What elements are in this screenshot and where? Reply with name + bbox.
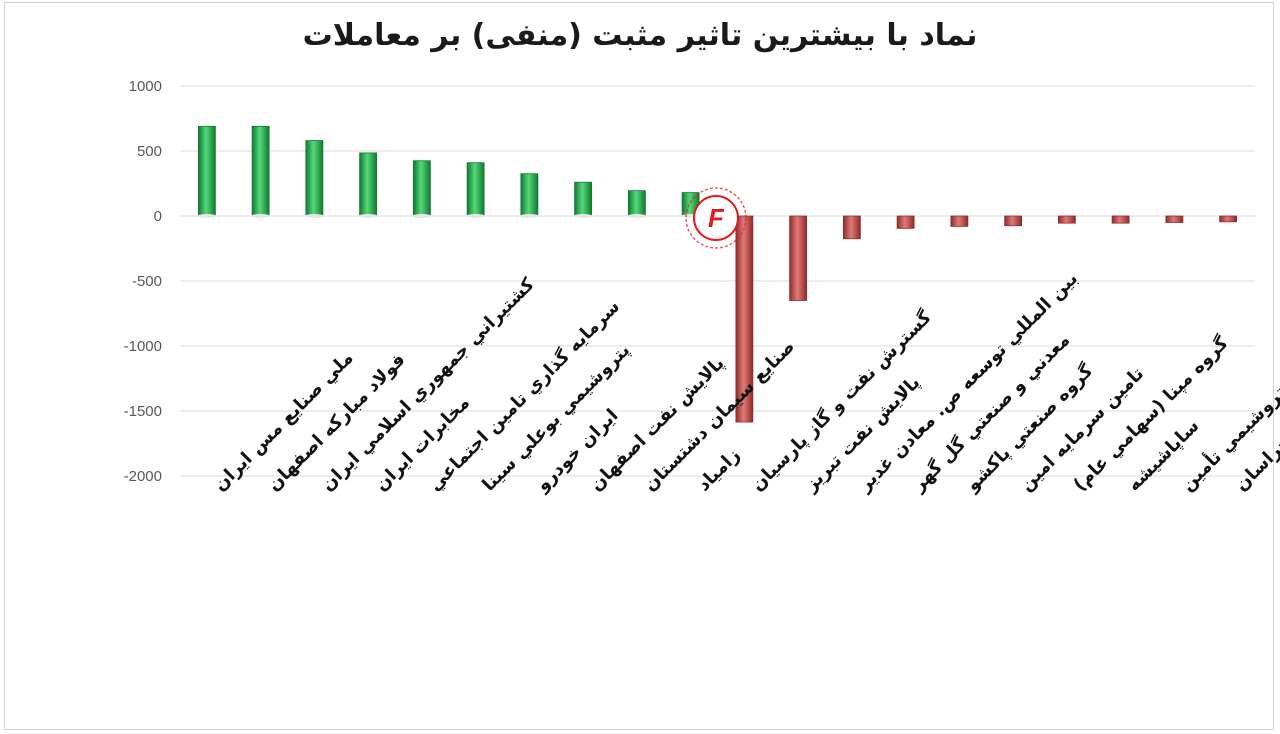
bar xyxy=(1219,215,1238,223)
bar-base xyxy=(358,214,378,218)
bar xyxy=(574,181,593,217)
bar xyxy=(1057,215,1076,224)
y-tick-label: 1000 xyxy=(129,78,162,95)
chart-frame xyxy=(4,2,1274,730)
bar xyxy=(627,190,646,217)
watermark-logo: F xyxy=(685,187,747,249)
bar-base xyxy=(466,214,486,218)
x-category-label: سرمايه گذاري تامين اجتماعي xyxy=(424,295,624,495)
x-category-label: مخابرات ايران xyxy=(371,392,474,495)
bar xyxy=(1004,215,1023,227)
bar xyxy=(896,215,915,229)
bar xyxy=(950,215,969,227)
svg-text:F: F xyxy=(708,203,725,233)
bar xyxy=(735,215,754,423)
bar xyxy=(197,125,216,217)
y-tick-label: 0 xyxy=(154,208,162,225)
bar-base xyxy=(412,214,432,218)
y-tick-label: -1000 xyxy=(124,338,162,355)
bar xyxy=(789,215,808,301)
bar xyxy=(359,152,378,217)
bar-base xyxy=(251,214,271,218)
bar-base xyxy=(573,214,593,218)
bar xyxy=(1111,215,1130,224)
bar xyxy=(1165,215,1184,223)
bar xyxy=(412,160,431,217)
y-tick-label: -2000 xyxy=(124,468,162,485)
y-tick-label: -500 xyxy=(132,273,162,290)
bar-base xyxy=(304,214,324,218)
bar xyxy=(251,125,270,217)
bar-base xyxy=(519,214,539,218)
bar-base xyxy=(197,214,217,218)
y-tick-label: 500 xyxy=(137,143,162,160)
chart-title: نماد با بیشترین تاثیر مثبت (منفی) بر معا… xyxy=(302,18,978,53)
bar xyxy=(520,173,539,217)
y-tick-label: -1500 xyxy=(124,403,162,420)
bar xyxy=(466,162,485,217)
bar-base xyxy=(627,214,647,218)
bar xyxy=(842,215,861,240)
bar xyxy=(305,140,324,217)
x-category-label: زامياد xyxy=(693,445,744,496)
